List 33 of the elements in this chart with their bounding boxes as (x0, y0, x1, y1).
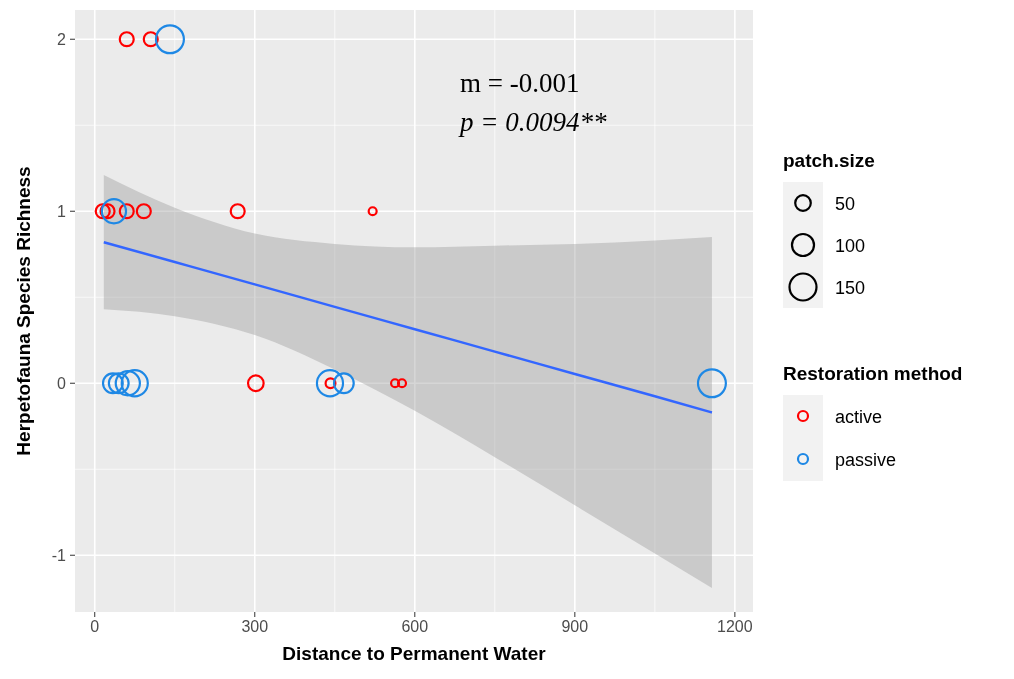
x-tick-label: 900 (561, 618, 589, 635)
y-tick-label: 2 (57, 31, 67, 49)
line-series (102, 240, 714, 414)
x-tick-label: 0 (90, 618, 100, 635)
annotation: m = -0.001 (460, 68, 580, 98)
point (120, 369, 149, 398)
x-tick-label: 1200 (717, 618, 753, 635)
legend-title: Restoration method (783, 363, 963, 384)
legend-label: active (835, 407, 883, 427)
annotation: p = 0.0094** (458, 107, 607, 137)
legend-label: 50 (835, 194, 856, 214)
point (142, 31, 159, 48)
y-axis-title: Herpetofauna Species Richness (13, 166, 34, 456)
point (135, 203, 152, 220)
y-tick-label: 0 (57, 375, 67, 393)
size-legend: 50 100 150 (783, 182, 866, 308)
x-tick-label: 300 (241, 618, 269, 635)
legend-label: 100 (835, 236, 866, 256)
text: patch.size (783, 150, 875, 171)
point (114, 370, 141, 397)
x-axis-title: Distance to Permanent Water (282, 643, 547, 664)
point (100, 198, 128, 225)
point (118, 31, 135, 48)
x-tick-label: 600 (401, 618, 429, 635)
y-tick-label: -1 (51, 547, 67, 565)
point (315, 369, 345, 398)
point (94, 203, 111, 220)
point (229, 203, 246, 220)
point (246, 374, 265, 393)
legend-label: 150 (835, 278, 866, 298)
legend-label: passive (835, 450, 897, 470)
y-tick-label: 1 (57, 203, 67, 221)
point (118, 203, 135, 220)
